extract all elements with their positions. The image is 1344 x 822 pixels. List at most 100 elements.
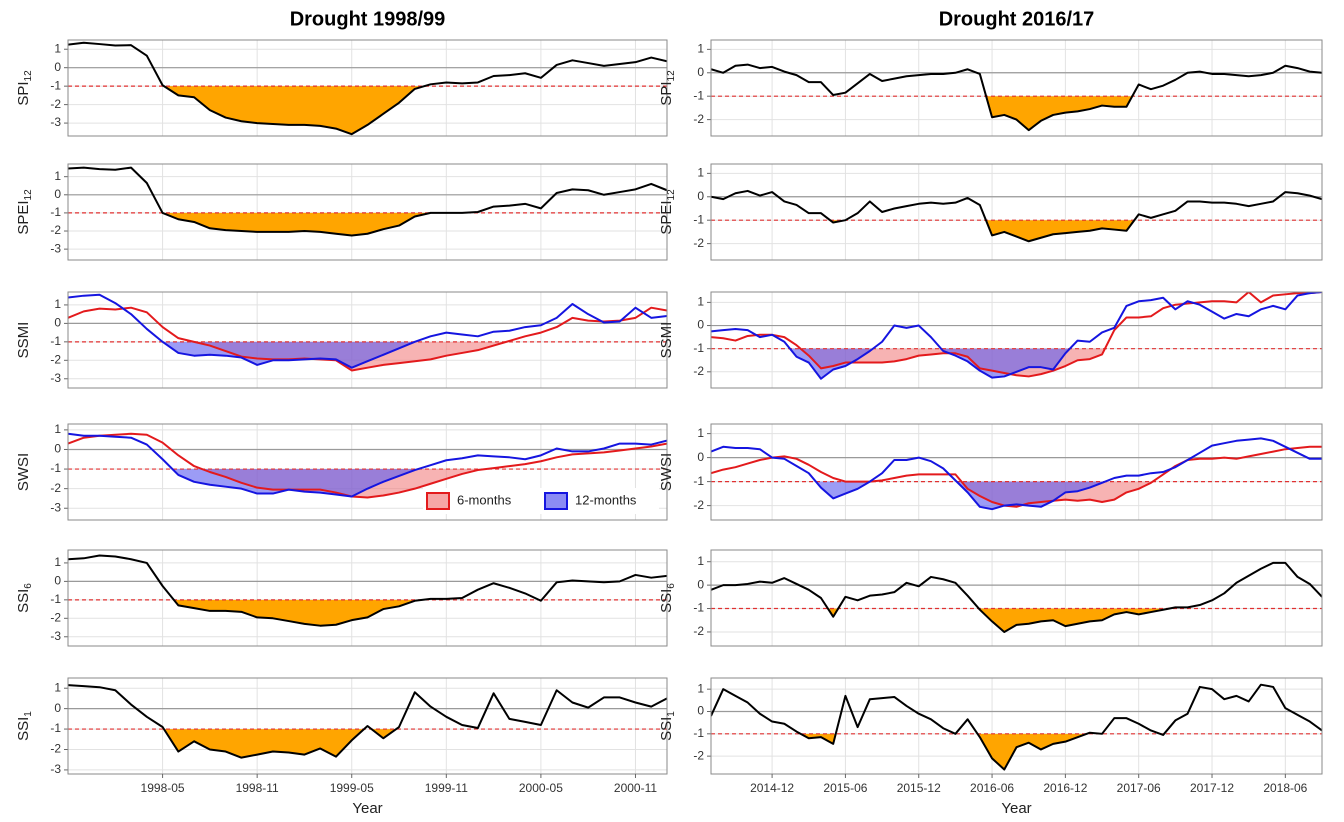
deficit-area: [830, 220, 1135, 242]
y-tick-label: -1: [693, 212, 704, 226]
deficit-area: [164, 86, 425, 135]
y-tick-label: 1: [54, 41, 61, 55]
y-tick-label: 1: [54, 680, 61, 694]
y-axis-label: SSMI: [658, 322, 675, 359]
y-axis-label-main: SSMI: [658, 322, 675, 359]
x-tick-label: 2000-11: [614, 781, 657, 795]
y-tick-label: -2: [693, 748, 704, 762]
series-line: [711, 189, 1322, 243]
y-axis-label-sub: 1: [23, 711, 34, 717]
y-tick-label: -2: [693, 498, 704, 512]
y-tick-label: -2: [693, 624, 704, 638]
panel-frame: [710, 677, 1323, 775]
x-tick-label: 1998-11: [236, 781, 279, 795]
y-tick-label: -1: [693, 601, 704, 615]
y-tick-label: 0: [54, 316, 61, 330]
x-tick-label: 2016-06: [970, 781, 1014, 795]
y-tick-label: -3: [50, 500, 61, 514]
panel-bg: [711, 40, 1322, 136]
series-line: [711, 445, 1322, 508]
panel-frame: [710, 549, 1323, 647]
y-tick-label: 0: [54, 442, 61, 456]
y-tick-label: 0: [697, 318, 704, 332]
plot-area: [68, 293, 667, 372]
x-tick-label: 2016-12: [1043, 781, 1087, 795]
y-tick-label: -2: [693, 364, 704, 378]
y-axis-label-main: SPI: [658, 81, 675, 105]
y-axis-label: SPEI12: [658, 189, 677, 235]
x-tick-label: 2017-06: [1117, 781, 1161, 795]
y-tick-label: 1: [54, 422, 61, 436]
y-tick-label: -2: [50, 223, 61, 237]
y-tick-label: 0: [697, 189, 704, 203]
y-tick-label: -2: [693, 112, 704, 126]
y-tick-label: -3: [50, 629, 61, 643]
y-tick-label: 0: [54, 60, 61, 74]
panel-bg: [711, 550, 1322, 646]
panel: 1 0 -1 -2 SPI12: [658, 39, 1323, 137]
y-tick-label: -2: [50, 742, 61, 756]
y-axis-label-main: SSMI: [15, 322, 32, 359]
panel-frame: [67, 39, 668, 137]
y-tick-label: -2: [50, 97, 61, 111]
panel-bg: [711, 678, 1322, 774]
plot-area: [68, 554, 667, 627]
panel: 1 0 -1 -2 -3 SPI12: [15, 39, 668, 137]
panel: 1 0 -1 -2 -3 SSMI: [15, 291, 668, 389]
series-line: [68, 432, 667, 498]
y-tick-label: 0: [697, 450, 704, 464]
x-tick-label: 1999-11: [425, 781, 468, 795]
y-axis-label-main: SSI: [15, 589, 32, 613]
y-tick-label: -3: [50, 115, 61, 129]
y-axis-label-main: SSI: [15, 717, 32, 741]
y-axis-label: SSI6: [658, 583, 677, 613]
y-axis-label-main: SSI: [658, 589, 675, 613]
series-line: [68, 293, 667, 369]
plot-area: [711, 292, 1322, 380]
panel-frame: [710, 39, 1323, 137]
y-tick-label: 1: [54, 297, 61, 311]
panel: 1 0 -1 -2 SWSI: [658, 423, 1323, 521]
y-tick-label: -1: [693, 726, 704, 740]
series-line: [711, 292, 1322, 378]
legend-label: 12-months: [575, 492, 637, 507]
y-axis-label: SSMI: [15, 322, 32, 359]
y-axis-label: SWSI: [658, 453, 675, 491]
y-tick-label: 1: [697, 295, 704, 309]
y-axis-label-main: SPI: [15, 81, 32, 105]
y-axis-label: SPI12: [15, 70, 34, 106]
y-tick-label: 1: [697, 42, 704, 56]
y-axis-label-sub: 12: [666, 189, 677, 201]
y-axis-label: SSI1: [15, 711, 34, 741]
plot-area: [68, 41, 667, 136]
y-tick-label: -2: [50, 481, 61, 495]
y-tick-label: -2: [693, 236, 704, 250]
y-tick-label: 1: [697, 426, 704, 440]
y-tick-label: -1: [50, 78, 61, 92]
plot-area: [68, 166, 667, 237]
x-tick-label: 2015-12: [897, 781, 941, 795]
y-axis-label-main: SPEI: [15, 200, 32, 234]
y-tick-label: -1: [693, 341, 704, 355]
y-tick-label: -1: [50, 592, 61, 606]
y-tick-label: -1: [50, 205, 61, 219]
y-axis-label-main: SSI: [658, 717, 675, 741]
y-axis-label-sub: 6: [666, 583, 677, 589]
y-tick-label: -3: [50, 371, 61, 385]
deficit-area: [162, 341, 415, 368]
series-line: [711, 292, 1322, 380]
y-tick-label: 1: [697, 554, 704, 568]
plot-area: [711, 189, 1322, 243]
panel-frame: [710, 163, 1323, 261]
y-tick-label: 0: [697, 704, 704, 718]
plot-area: [68, 432, 667, 499]
y-tick-label: 0: [54, 187, 61, 201]
x-tick-label: 2018-06: [1263, 781, 1307, 795]
y-axis-label-sub: 1: [666, 711, 677, 717]
y-tick-label: 1: [697, 166, 704, 180]
deficit-area: [173, 599, 542, 626]
y-tick-label: -2: [50, 352, 61, 366]
